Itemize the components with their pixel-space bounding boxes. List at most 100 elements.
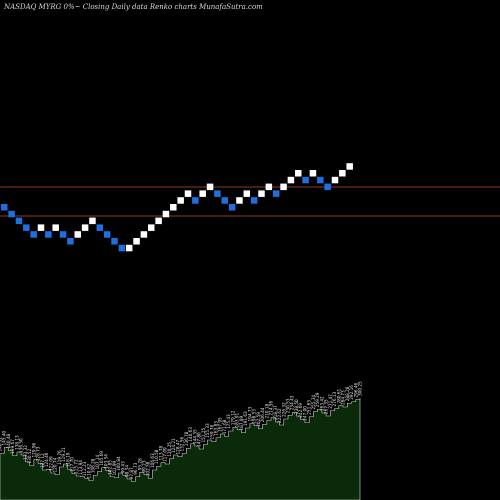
volume-label: 214.56	[269, 401, 274, 416]
volume-label: 144.35	[192, 429, 197, 444]
down-brick	[8, 210, 15, 218]
renko-bricks	[1, 163, 353, 252]
volume-label: 124.21	[171, 438, 176, 453]
up-brick	[155, 217, 162, 225]
down-brick	[67, 238, 74, 245]
volume-label: 292.16	[349, 385, 354, 400]
volume-label: 163.83	[214, 421, 219, 436]
down-brick	[103, 231, 111, 238]
down-brick	[324, 183, 331, 191]
up-brick	[125, 244, 133, 252]
up-brick	[89, 217, 96, 225]
down-brick	[317, 176, 324, 184]
volume-label: 179.12	[230, 410, 235, 425]
down-brick	[192, 197, 199, 204]
volume-label: 98.34	[125, 465, 130, 477]
volume-label: 194.73	[247, 407, 252, 422]
volume-label: 139.67	[10, 439, 15, 454]
volume-label: 99.23	[142, 460, 147, 472]
volume-label: 263.42	[319, 396, 324, 411]
volume-label: 234.43	[290, 395, 295, 410]
volume-label: 107.14	[95, 455, 100, 470]
down-brick	[118, 244, 126, 252]
volume-label: 124.46	[44, 452, 49, 467]
up-brick	[133, 238, 140, 245]
volume-label: 130.52	[27, 449, 32, 464]
volume-label: 280.61	[336, 389, 341, 404]
volume-label: 136.50	[19, 438, 24, 453]
volume-label: 230.53	[286, 398, 291, 413]
volume-label: 210.18	[264, 404, 269, 419]
up-brick	[199, 190, 206, 197]
chart-header: NASDAQ MYRG 0%~ Closing Daily data Renko…	[3, 3, 263, 11]
down-brick	[111, 238, 118, 245]
up-brick	[140, 231, 148, 238]
volume-label: 159.78	[209, 425, 214, 440]
volume-label: 145.40	[2, 431, 7, 446]
volume-label: 191.63	[243, 411, 248, 426]
volume-label: 255.34	[311, 395, 316, 410]
volume-label: 202.59	[256, 412, 261, 427]
up-brick	[258, 190, 265, 197]
volume-label: 167.95	[218, 417, 223, 432]
volume-label: 113.78	[158, 446, 163, 461]
volume-label: 115.72	[74, 459, 79, 474]
up-brick	[148, 224, 155, 231]
volume-label: 103.54	[103, 454, 108, 469]
volume-label: 242.69	[298, 403, 303, 418]
volume-label: 99.43	[120, 461, 125, 473]
volume-label: 96.73	[133, 462, 138, 474]
volume-label: 271.47	[328, 394, 333, 409]
volume-label: 247.00	[302, 406, 307, 421]
up-brick	[309, 170, 317, 177]
volume-label: 122.09	[48, 456, 53, 471]
volume-label: 226.32	[281, 402, 286, 417]
volume-label: 117.70	[70, 457, 75, 472]
volume-label: 148.92	[0, 437, 3, 452]
volume-label: 129.96	[31, 443, 36, 458]
volume-label: 100.84	[116, 456, 121, 471]
volume-label: 140.48	[6, 434, 11, 449]
volume-label: 284.73	[341, 390, 346, 405]
down-brick	[15, 217, 23, 225]
up-brick	[162, 210, 170, 218]
volume-label: 151.25	[201, 428, 206, 443]
volume-label: 120.74	[53, 458, 58, 473]
volume-label: 140.63	[188, 427, 193, 442]
up-brick	[331, 176, 339, 184]
volume-label: 102.85	[108, 460, 113, 475]
volume-label: 118.19	[65, 452, 70, 467]
volume-area: 148.92 145.40 140.48 139.67 138.13 136.50 133.…	[0, 381, 363, 500]
up-brick	[52, 224, 59, 231]
exchange-symbol: NASDAQ MYRG	[3, 3, 62, 11]
volume-label: 113.94	[78, 460, 83, 475]
volume-area-path	[0, 398, 361, 500]
down-brick	[45, 231, 52, 238]
down-brick	[214, 190, 221, 197]
volume-label: 147.80	[197, 432, 202, 447]
up-brick	[287, 176, 295, 184]
volume-label: 136.78	[184, 431, 189, 446]
up-brick	[206, 183, 214, 191]
up-brick	[170, 204, 177, 211]
trend-arrow: ~	[75, 3, 81, 11]
change-percent: 0%	[64, 3, 75, 11]
volume-label: 108.28	[91, 458, 96, 473]
volume-label: 132.56	[180, 437, 185, 452]
volume-label: 259.29	[315, 392, 320, 407]
down-brick	[302, 176, 309, 184]
down-brick	[250, 197, 258, 204]
volume-label: 128.73	[36, 446, 41, 461]
volume-label: 276.13	[332, 392, 337, 407]
volume-label: 267.35	[324, 399, 329, 414]
up-brick	[339, 170, 346, 177]
down-brick	[23, 224, 30, 231]
up-brick	[295, 170, 302, 177]
up-brick	[81, 224, 89, 231]
down-brick	[30, 231, 37, 238]
volume-label: 119.21	[61, 447, 66, 462]
down-brick	[272, 190, 280, 197]
up-brick	[177, 197, 184, 204]
volume-label: 119.76	[57, 450, 62, 465]
